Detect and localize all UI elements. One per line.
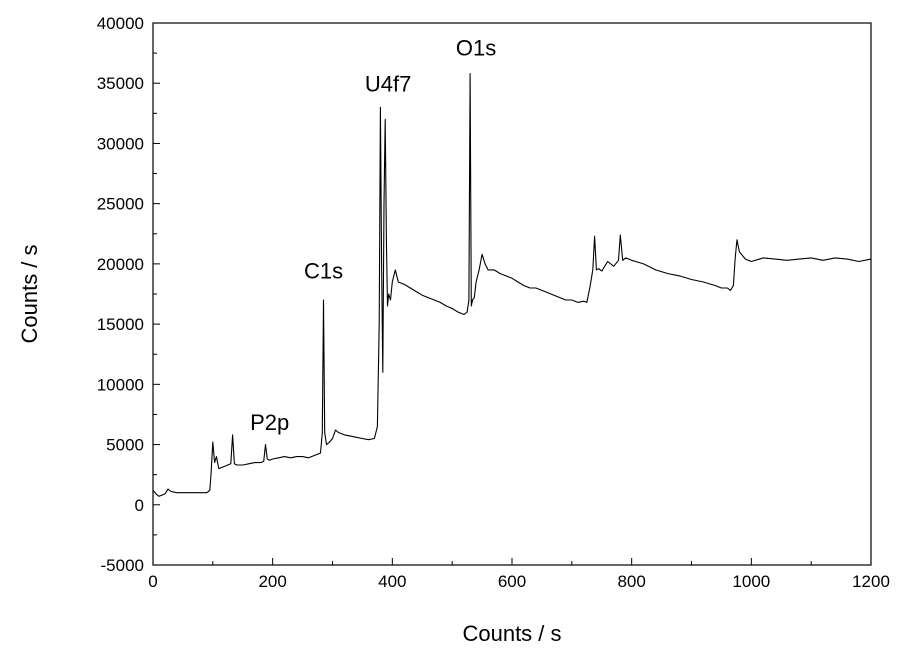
y-tick-label: 5000 bbox=[106, 436, 144, 455]
peak-label: O1s bbox=[456, 36, 496, 61]
peak-label: U4f7 bbox=[365, 72, 411, 97]
peak-label: P2p bbox=[250, 410, 289, 435]
y-tick-label: 15000 bbox=[97, 315, 144, 334]
plot-frame bbox=[152, 22, 872, 566]
x-tick-label: 1200 bbox=[852, 572, 890, 591]
spectrum-line bbox=[152, 73, 872, 497]
y-axis-title: Counts / s bbox=[17, 244, 42, 343]
x-tick-label: 0 bbox=[148, 572, 157, 591]
series-layer bbox=[152, 73, 872, 497]
x-axis-title: Counts / s bbox=[462, 621, 561, 646]
peak-annotations: P2p C1s U4f7 O1s bbox=[250, 36, 496, 436]
peak-label: C1s bbox=[304, 258, 343, 283]
x-tick-label: 400 bbox=[378, 572, 406, 591]
y-tick-label: 10000 bbox=[97, 375, 144, 394]
x-tick-label: 800 bbox=[617, 572, 645, 591]
y-tick-label: 30000 bbox=[97, 134, 144, 153]
x-tick-label: 1000 bbox=[732, 572, 770, 591]
y-tick-label: 40000 bbox=[97, 14, 144, 33]
y-tick-label: 25000 bbox=[97, 195, 144, 214]
y-tick-label: -5000 bbox=[101, 556, 144, 575]
y-tick-label: 20000 bbox=[97, 255, 144, 274]
x-tick-label: 600 bbox=[498, 572, 526, 591]
axis-ticks bbox=[152, 22, 872, 566]
y-tick-label: 0 bbox=[135, 496, 144, 515]
y-tick-label: 35000 bbox=[97, 74, 144, 93]
x-tick-label: 200 bbox=[258, 572, 286, 591]
tick-labels: 0 200 400 600 800 1000 1200-500005000100001500… bbox=[97, 14, 890, 591]
